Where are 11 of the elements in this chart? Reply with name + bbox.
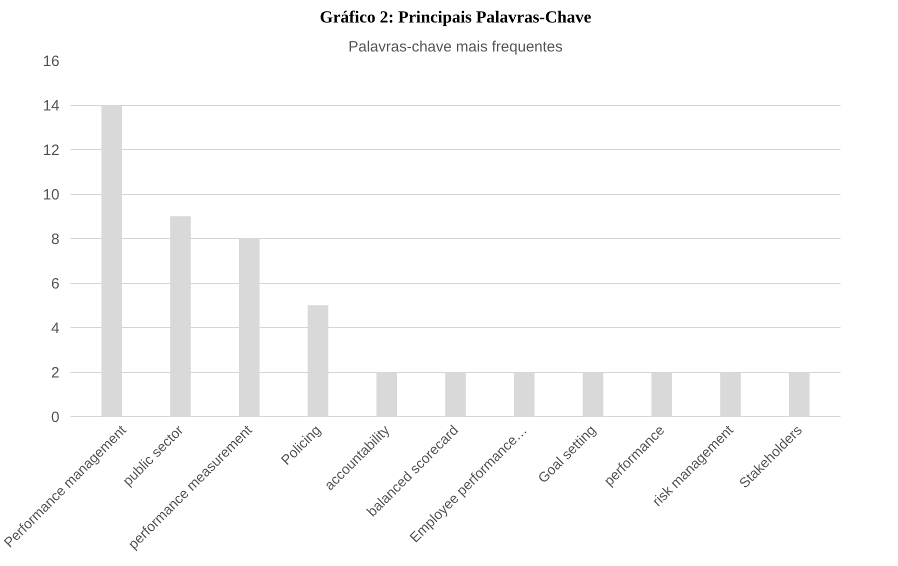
y-tick-label: 10 xyxy=(42,186,60,204)
chart-title: Gráfico 2: Principais Palavras-Chave xyxy=(320,8,592,26)
y-tick-label: 4 xyxy=(51,320,60,337)
y-tick-label: 6 xyxy=(51,276,60,292)
y-tick-label: 14 xyxy=(42,98,60,114)
chart-subtitle: Palavras-chave mais frequentes xyxy=(348,38,563,56)
y-tick-label: 16 xyxy=(42,53,60,70)
y-tick-label: 12 xyxy=(42,142,60,159)
y-tick-label: 8 xyxy=(51,231,60,248)
y-tick-label: 2 xyxy=(51,364,60,382)
y-tick-label: 0 xyxy=(51,409,60,426)
